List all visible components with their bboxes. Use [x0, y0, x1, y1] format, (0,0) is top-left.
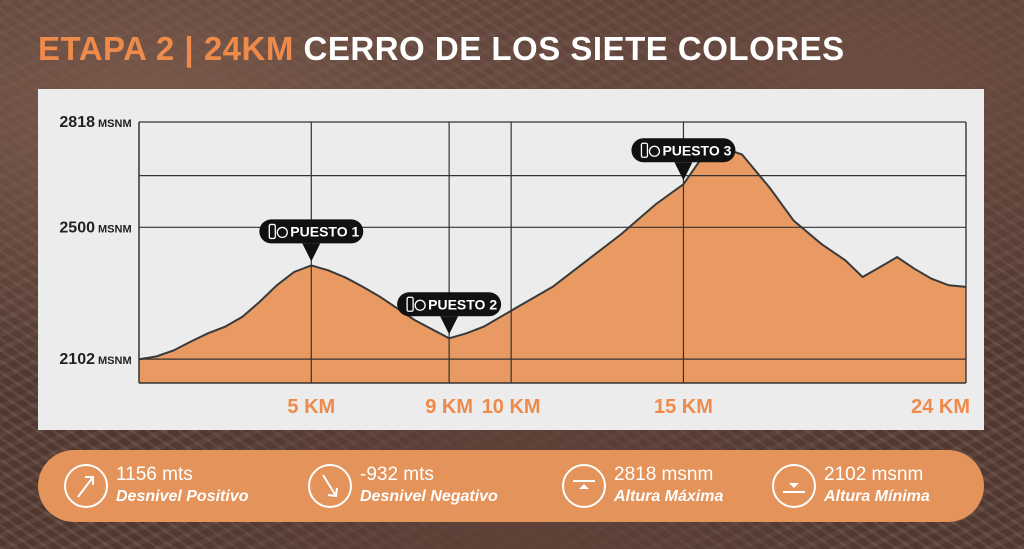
x-tick-label: 5 KM — [287, 396, 335, 418]
station-badge — [397, 292, 502, 317]
apple-icon — [276, 226, 288, 239]
stage-title: ETAPA 2 | 24KM CERRO DE LOS SIETE COLORE… — [38, 30, 845, 68]
station-pointer — [302, 243, 321, 262]
station-label: PUESTO 2 — [428, 296, 497, 312]
stage-distance: 24KM — [203, 30, 294, 67]
aid-station-marker: PUESTO 2 — [397, 292, 502, 335]
min-altitude-icon — [772, 464, 816, 508]
elevation-area — [139, 146, 966, 383]
station-pointer — [440, 316, 459, 335]
x-tick-label: 15 KM — [654, 396, 713, 418]
aid-station-marker: PUESTO 3 — [631, 138, 736, 181]
y-tick-unit: MSNM — [98, 223, 132, 235]
stat-label: Desnivel Negativo — [360, 488, 498, 505]
elevation-line — [138, 145, 967, 361]
y-tick-unit: MSNM — [98, 355, 132, 367]
stat-value: 2818 msnm — [614, 464, 714, 485]
stat-label: Altura Máxima — [614, 488, 724, 505]
bottle-icon — [640, 142, 649, 158]
station-pointer — [674, 162, 693, 181]
x-tick-label: 24 KM — [911, 396, 970, 418]
x-tick-label: 9 KM — [425, 396, 473, 418]
station-badge — [631, 138, 736, 163]
stat-value: 1156 mts — [116, 464, 193, 485]
bottle-icon — [406, 296, 414, 312]
y-tick-label: 2500 — [59, 219, 95, 236]
stage-name: CERRO DE LOS SIETE COLORES — [303, 30, 845, 67]
y-tick-label: 2818 — [59, 114, 95, 131]
y-tick-label: 2102 — [59, 351, 95, 368]
elevation-chart-panel: 2818 MSNM 2500 MSNM 2102 MSNM 5 KM 9 KM 10 KM 15 … — [38, 89, 984, 430]
station-label: PUESTO 1 — [290, 223, 359, 239]
descent-icon — [308, 464, 352, 508]
stat-value: -932 mts — [360, 464, 434, 485]
bottle-icon — [268, 223, 276, 240]
stage-number: ETAPA 2 — [38, 30, 175, 67]
aid-station-marker: PUESTO 1 — [259, 219, 364, 262]
apple-icon — [414, 299, 426, 311]
station-label: PUESTO 3 — [662, 142, 731, 158]
stat-label: Desnivel Positivo — [116, 488, 249, 505]
stat-value: 2102 msnm — [824, 464, 924, 485]
stats-bar: 1156 mts Desnivel Positivo -932 mts Desn… — [38, 450, 984, 522]
y-tick-unit: MSNM — [98, 118, 132, 130]
ascent-icon — [64, 464, 108, 508]
x-tick-label: 10 KM — [482, 396, 541, 418]
apple-icon — [648, 145, 661, 157]
stat-label: Altura Mínima — [824, 488, 930, 505]
title-separator: | — [184, 30, 195, 67]
station-badge — [259, 219, 364, 244]
max-altitude-icon — [562, 464, 606, 508]
